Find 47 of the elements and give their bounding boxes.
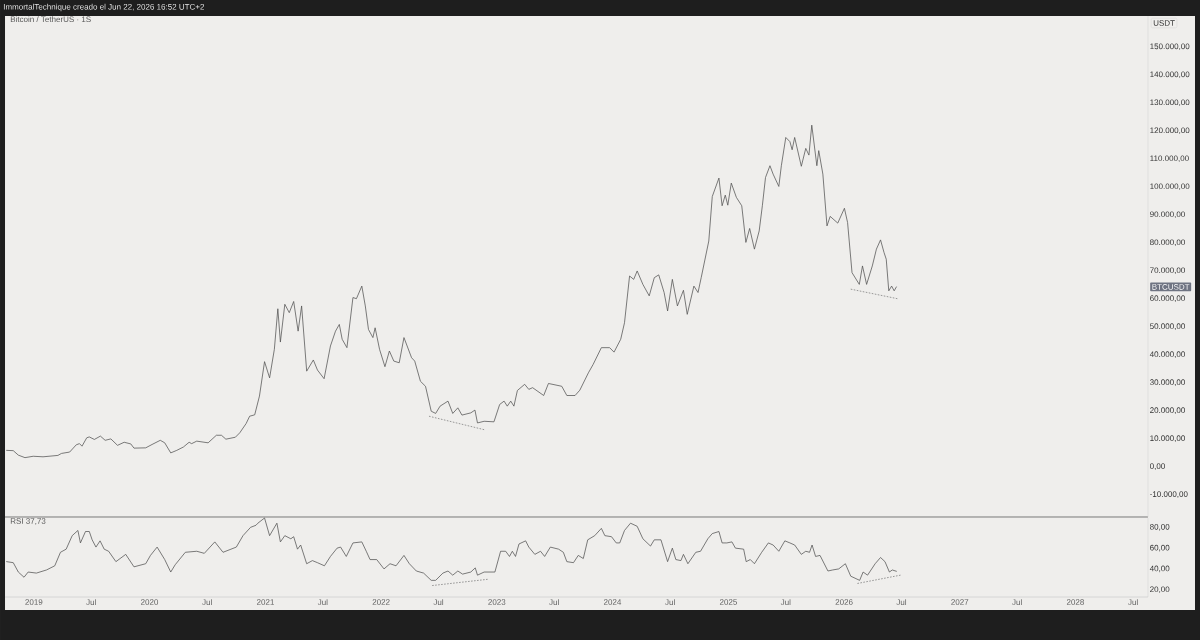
x-tick-label: Jul — [896, 599, 907, 606]
y-tick-label: 0,00 — [1150, 463, 1165, 470]
x-tick-label: 2019 — [25, 599, 43, 605]
chart-title: Bitcoin / TetherUS · 1S — [10, 16, 91, 23]
x-tick-label: 2021 — [256, 599, 274, 605]
y-tick-label: 100.000,00 — [1150, 183, 1190, 191]
y-tick-label: 50.000,00 — [1150, 323, 1185, 330]
y-tick-label: 20,00 — [1150, 586, 1170, 594]
line-series — [6, 124, 897, 459]
x-tick-label: Jul — [433, 599, 444, 606]
y-tick-label: 60,00 — [1150, 544, 1170, 552]
y-tick-label: 90.000,00 — [1150, 211, 1185, 219]
x-tick-label: 2026 — [835, 599, 853, 605]
y-tick-label: 140.000,00 — [1150, 71, 1190, 79]
y-tick-label: 80.000,00 — [1150, 239, 1185, 246]
y-tick-label: -10.000,00 — [1150, 491, 1188, 498]
text: ImmortalTechnique creado el Jun 22, 2026 16:52 UTC+2 — [3, 3, 205, 12]
x-tick-label: 2024 — [603, 599, 622, 605]
text: BTCUSDT — [1152, 284, 1190, 290]
x-tick-label: 2028 — [1066, 599, 1084, 605]
x-tick-label: 2025 — [719, 599, 737, 605]
y-tick-label: 40.000,00 — [1149, 351, 1185, 358]
y-tick-label: 110.000,00 — [1150, 155, 1189, 163]
x-tick-label: Jul — [1128, 599, 1138, 606]
x-tick-label: 2023 — [488, 599, 506, 605]
y-tick-label: 70.000,00 — [1150, 267, 1185, 274]
y-tick-label: 20.000,00 — [1150, 407, 1185, 414]
x-tick-label: 2027 — [951, 599, 969, 605]
y-axis-title: USDT — [1153, 20, 1175, 26]
y-tick-label: 120.000,00 — [1150, 127, 1190, 135]
x-tick-label: Jul — [780, 599, 791, 606]
y-tick-label: 40,00 — [1149, 565, 1170, 573]
chart-title: RSI 37,73 — [10, 518, 46, 525]
x-tick-label: 2020 — [141, 599, 159, 605]
x-tick-label: Jul — [317, 599, 328, 606]
x-tick-label: Jul — [665, 599, 675, 606]
y-tick-label: 150.000,00 — [1150, 43, 1190, 51]
x-tick-label: Jul — [1012, 599, 1022, 606]
y-tick-label: 30.000,00 — [1149, 379, 1185, 386]
x-tick-label: Jul — [549, 599, 559, 606]
y-tick-label: 10.000,00 — [1150, 435, 1185, 442]
x-tick-label: Jul — [202, 599, 212, 606]
y-tick-label: 130.000,00 — [1150, 99, 1190, 107]
y-tick-label: 60.000,00 — [1150, 295, 1185, 302]
y-tick-label: 80,00 — [1150, 524, 1170, 531]
x-tick-label: Jul — [86, 599, 96, 606]
x-tick-label: 2022 — [372, 599, 390, 605]
